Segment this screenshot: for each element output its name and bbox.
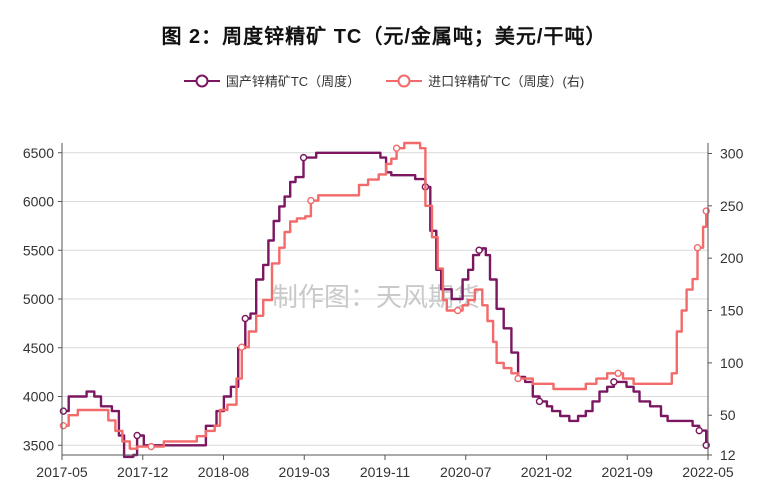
watermark: 制作图：天风期货 — [272, 282, 480, 312]
x-tick-label: 2022-05 — [682, 464, 734, 480]
x-tick-label: 2020-07 — [440, 464, 492, 480]
series-line-1 — [63, 141, 708, 450]
y2-tick-label: 300 — [720, 145, 744, 161]
series-marker-1 — [59, 421, 68, 430]
y-tick-label: 5000 — [23, 291, 54, 307]
series-marker-0 — [299, 153, 308, 162]
legend-label-import: 进口锌精矿TC（周度）(右) — [428, 74, 585, 89]
legend: 国产锌精矿TC（周度） 进口锌精矿TC（周度）(右) — [0, 71, 768, 90]
series-marker-1 — [307, 196, 315, 205]
y-tick-label: 5500 — [23, 242, 54, 258]
x-tick-label: 2019-11 — [360, 464, 411, 480]
x-tick-label: 2021-02 — [521, 464, 573, 480]
y2-tick-label: 200 — [720, 250, 744, 266]
series-marker-0 — [695, 426, 703, 435]
series-marker-0 — [610, 378, 618, 386]
y-tick-label: 4500 — [23, 340, 54, 356]
legend-item-domestic[interactable]: 国产锌精矿TC（周度） — [183, 71, 361, 90]
series-marker-1 — [453, 306, 462, 315]
series-group — [59, 141, 710, 459]
series-marker-0 — [133, 431, 141, 440]
y2-tick-label: 50 — [720, 407, 736, 423]
y2-tick-label: 250 — [720, 198, 744, 214]
y2-tick-label: 12 — [720, 447, 736, 463]
series-marker-1 — [392, 144, 401, 152]
axes: 3500 4000 4500 5000 5500 6000 6500 12 50 100 150 20… — [23, 143, 744, 480]
legend-swatch-import — [386, 74, 423, 87]
series-marker-1 — [147, 442, 155, 451]
x-tick-label: 2019-03 — [279, 464, 331, 480]
series-marker-1 — [614, 369, 622, 378]
x-tick-label: 2017-12 — [117, 464, 169, 480]
x-tick-label: 2018-08 — [198, 464, 250, 480]
series-marker-0 — [241, 314, 249, 323]
series-marker-0 — [535, 397, 544, 406]
legend-item-import[interactable]: 进口锌精矿TC（周度）(右) — [386, 71, 584, 90]
y2-tick-label: 100 — [720, 355, 744, 371]
y-tick-label: 6500 — [23, 145, 54, 161]
x-tick-label: 2021-09 — [602, 464, 654, 480]
series-marker-0 — [475, 246, 483, 254]
series-marker-1 — [693, 243, 702, 252]
series-marker-1 — [514, 374, 522, 383]
legend-swatch-domestic — [183, 74, 220, 87]
y2-tick-label: 150 — [720, 303, 744, 319]
series-marker-1 — [238, 343, 246, 351]
y-tick-label: 3500 — [23, 437, 54, 453]
y-tick-label: 4000 — [23, 389, 54, 405]
series-marker-0 — [59, 407, 68, 415]
series-line-0 — [63, 151, 708, 459]
chart-title: 图 2：周度锌精矿 TC（元/金属吨；美元/干吨） — [161, 26, 607, 48]
x-tick-label: 2017-05 — [36, 464, 88, 480]
y-tick-label: 6000 — [23, 194, 54, 210]
legend-label-domestic: 国产锌精矿TC（周度） — [225, 74, 361, 89]
